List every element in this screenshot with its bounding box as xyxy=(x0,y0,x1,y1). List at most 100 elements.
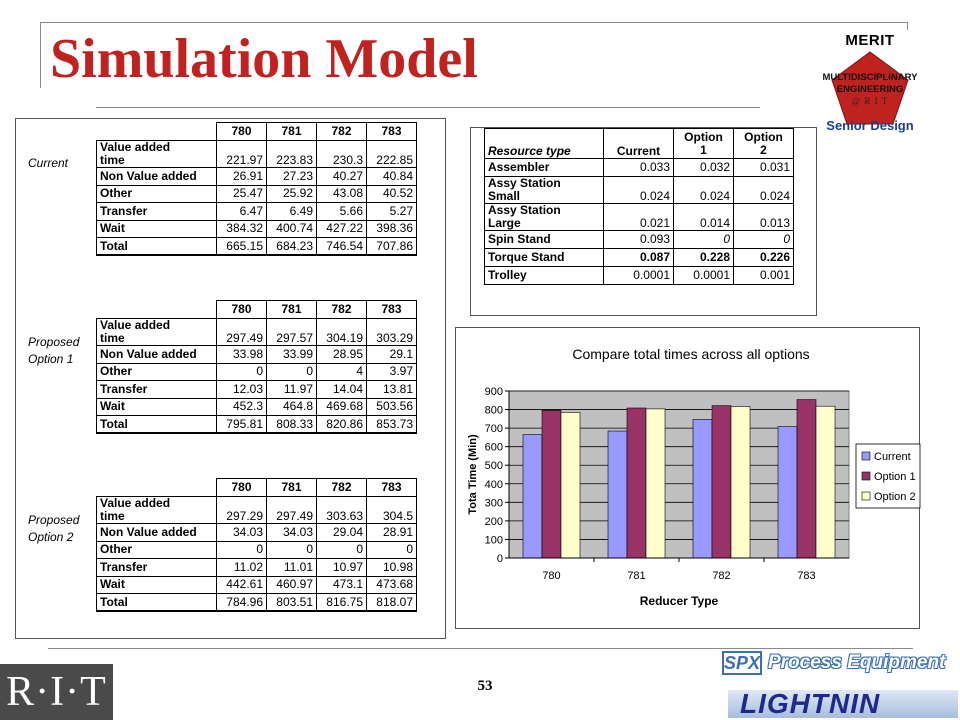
rit-logo: R·I·T xyxy=(0,664,113,720)
row-label-line1: Value added xyxy=(100,140,171,154)
resource-row: Assy Station Large 0.021 0.014 0.013 xyxy=(484,203,794,231)
table-header-row: 780 781 782 783 xyxy=(97,478,417,497)
bar xyxy=(711,405,732,559)
y-tick-label: 300 xyxy=(485,497,503,509)
footer-rule xyxy=(48,648,913,649)
table-cell: 665.15 xyxy=(216,237,267,256)
table-cell: 25.47 xyxy=(216,184,267,203)
resource-header-row: Resource type Current Option 1 Option 2 xyxy=(484,128,794,159)
resource-label: Trolley xyxy=(484,266,604,285)
bar xyxy=(815,405,836,559)
legend-swatch xyxy=(861,491,871,501)
table-row: Other 0 0 4 3.97 xyxy=(96,362,417,381)
header-line1: Option xyxy=(744,129,783,144)
title-frame-right xyxy=(907,22,908,30)
table-cell: 43.08 xyxy=(316,184,367,203)
title-frame-left xyxy=(40,22,41,88)
lightnin-logo-band xyxy=(728,690,958,718)
table-cell: 27.23 xyxy=(266,167,317,186)
table-cell: 40.52 xyxy=(366,184,417,203)
y-axis-label: Tota Time (Min) xyxy=(467,434,479,515)
table-cell: 384.32 xyxy=(216,219,267,238)
table-cell: 40.27 xyxy=(316,167,367,186)
column-header: 782 xyxy=(316,478,367,497)
legend-swatch xyxy=(861,451,871,461)
merit-logo-line2: ENGINEERING xyxy=(836,84,904,95)
x-tick-label: 781 xyxy=(627,570,645,582)
merit-logo-tagline: Senior Design xyxy=(826,118,914,133)
resource-cell: 0.024 xyxy=(603,176,674,204)
resource-label: Spin Stand xyxy=(484,230,604,249)
table-cell: 303.63 xyxy=(316,496,367,524)
y-tick-label: 900 xyxy=(485,386,503,398)
resource-table: Resource type Current Option 1 Option 2 As… xyxy=(484,128,794,285)
table-cell: 303.29 xyxy=(366,318,417,346)
resource-cell: 0.024 xyxy=(673,176,734,204)
total-times-chart: Compare total times across all options 0 1… xyxy=(455,327,921,629)
row-label: Total xyxy=(96,237,217,256)
table-row: Non Value added 26.91 27.23 40.27 40.84 xyxy=(96,167,417,186)
column-header: 780 xyxy=(216,122,267,141)
row-label: Transfer xyxy=(96,558,217,577)
resource-cell: 0.024 xyxy=(733,176,794,204)
bar xyxy=(777,426,798,559)
bar-chart: Compare total times across all options 0 1… xyxy=(467,346,921,608)
bar xyxy=(645,408,666,559)
chart-title: Compare total times across all options xyxy=(572,346,809,362)
legend-label: Current xyxy=(874,451,911,463)
table-cell: 29.04 xyxy=(316,523,367,542)
time-table-option1: 780 781 782 783 Value added time 297.49 2… xyxy=(96,300,417,434)
table-cell: 222.85 xyxy=(366,140,417,168)
bar xyxy=(522,434,543,559)
table-cell: 816.75 xyxy=(316,593,367,612)
scenario-label-option1: Proposed Option 1 xyxy=(28,334,79,368)
table-total-row: Total 784.96 803.51 816.75 818.07 xyxy=(96,593,417,612)
table-cell: 4 xyxy=(316,362,367,381)
table-cell: 5.27 xyxy=(366,202,417,221)
table-total-row: Total 795.81 808.33 820.86 853.73 xyxy=(96,415,417,434)
table-row: Value added time 297.29 297.49 303.63 304… xyxy=(96,496,417,524)
y-tick-label: 700 xyxy=(485,423,503,435)
table-cell: 0 xyxy=(266,362,317,381)
table-row: Transfer 6.47 6.49 5.66 5.27 xyxy=(96,202,417,221)
table-cell: 707.86 xyxy=(366,237,417,256)
row-label: Wait xyxy=(96,575,217,594)
scenario-label-line2: Option 1 xyxy=(28,352,74,366)
table-cell: 0 xyxy=(266,540,317,559)
resource-cell: 0.228 xyxy=(673,248,734,267)
resource-cell: 0.0001 xyxy=(603,266,674,285)
resource-cell: 0.031 xyxy=(733,158,794,177)
spx-logo-text: Process Equipment xyxy=(768,652,946,673)
table-cell: 746.54 xyxy=(316,237,367,256)
scenario-label-line2: Option 2 xyxy=(28,530,74,544)
table-row: Other 0 0 0 0 xyxy=(96,540,417,559)
row-label-line1: Value added xyxy=(100,318,171,332)
time-table-option2: 780 781 782 783 Value added time 297.29 2… xyxy=(96,478,417,612)
resource-cell: 0.014 xyxy=(673,203,734,231)
title-underline xyxy=(96,107,760,108)
header-line2: 1 xyxy=(700,142,707,157)
table-cell: 5.66 xyxy=(316,202,367,221)
lightnin-logo: LIGHTNIN xyxy=(728,684,958,720)
row-label: Non Value added xyxy=(96,167,217,186)
resource-row: Torque Stand 0.087 0.228 0.226 xyxy=(484,248,794,267)
merit-logo-word: MERIT xyxy=(845,32,895,49)
table-cell: 503.56 xyxy=(366,397,417,416)
row-label: Total xyxy=(96,593,217,612)
column-header: 783 xyxy=(366,122,417,141)
resource-cell: 0.021 xyxy=(603,203,674,231)
scenario-label-line1: Proposed xyxy=(28,335,80,349)
resource-row: Assembler 0.033 0.032 0.031 xyxy=(484,158,794,177)
lightnin-logo-word: LIGHTNIN xyxy=(740,688,881,719)
row-label: Non Value added xyxy=(96,345,217,364)
current-header: Current xyxy=(603,128,674,159)
table-row: Wait 384.32 400.74 427.22 398.36 xyxy=(96,219,417,238)
header-line1: Option xyxy=(684,129,723,144)
table-cell: 464.8 xyxy=(266,397,317,416)
table-header-blank xyxy=(97,123,217,141)
table-cell: 784.96 xyxy=(216,593,267,612)
table-cell: 33.98 xyxy=(216,345,267,364)
legend-label: Option 2 xyxy=(874,491,916,503)
table-cell: 34.03 xyxy=(216,523,267,542)
table-cell: 40.84 xyxy=(366,167,417,186)
